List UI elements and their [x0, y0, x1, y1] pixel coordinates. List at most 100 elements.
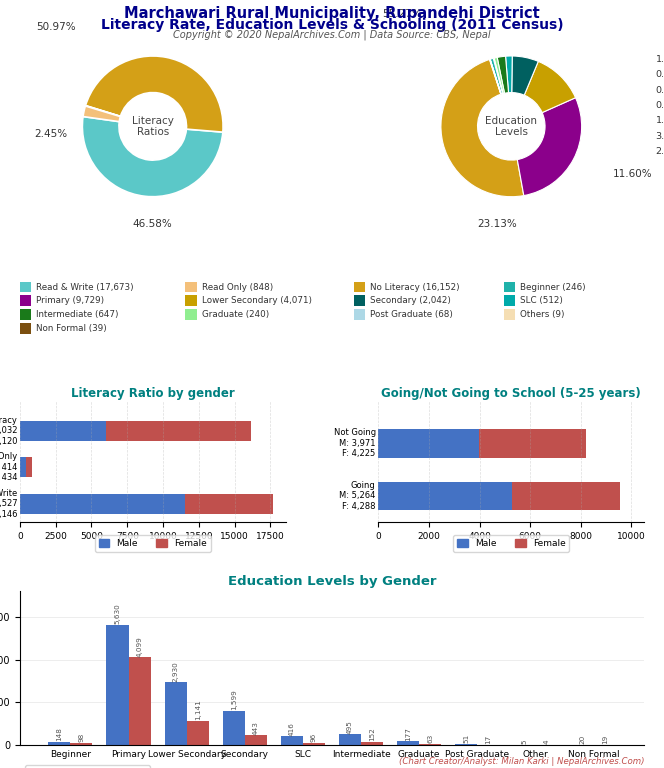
Bar	[281, 736, 303, 745]
Text: 98: 98	[78, 733, 84, 743]
Text: 50.97%: 50.97%	[36, 22, 76, 31]
Bar	[456, 744, 477, 745]
Wedge shape	[86, 56, 223, 132]
Wedge shape	[490, 59, 501, 94]
Bar	[20, 282, 31, 293]
Wedge shape	[493, 58, 503, 94]
Text: 23.13%: 23.13%	[477, 219, 517, 229]
Text: Copyright © 2020 NepalArchives.Com | Data Source: CBS, Nepal: Copyright © 2020 NepalArchives.Com | Dat…	[173, 30, 491, 41]
Wedge shape	[505, 56, 512, 93]
Text: 2,930: 2,930	[173, 661, 179, 682]
Bar	[20, 323, 31, 334]
Text: 4,099: 4,099	[137, 636, 143, 657]
Wedge shape	[517, 98, 582, 196]
Text: 1.36%: 1.36%	[655, 116, 664, 125]
Wedge shape	[82, 117, 223, 197]
Text: 1.40%: 1.40%	[655, 55, 664, 64]
Wedge shape	[490, 58, 503, 94]
Text: 55.27%: 55.27%	[382, 9, 422, 19]
Text: 46.58%: 46.58%	[133, 219, 173, 229]
Text: 495: 495	[347, 720, 353, 734]
Bar	[48, 742, 70, 745]
Wedge shape	[497, 56, 509, 93]
Text: Intermediate (647): Intermediate (647)	[36, 310, 119, 319]
Text: Marchawari Rural Municipality, Rupandehi District: Marchawari Rural Municipality, Rupandehi…	[124, 6, 540, 22]
Wedge shape	[489, 59, 501, 94]
Text: 11.60%: 11.60%	[614, 170, 653, 180]
Bar	[354, 296, 365, 306]
Bar	[185, 310, 197, 320]
Bar	[20, 457, 26, 478]
Bar	[185, 282, 197, 293]
Bar	[378, 482, 511, 511]
Legend: Male, Female: Male, Female	[25, 765, 149, 768]
Bar	[397, 741, 419, 745]
Bar	[511, 482, 620, 511]
Title: Education Levels by Gender: Education Levels by Gender	[228, 575, 436, 588]
Legend: Male, Female: Male, Female	[454, 535, 569, 551]
Title: Literacy Ratio by gender: Literacy Ratio by gender	[71, 387, 234, 400]
Bar	[339, 734, 361, 745]
Text: Primary (9,729): Primary (9,729)	[36, 296, 104, 306]
Bar	[504, 310, 515, 320]
Wedge shape	[494, 58, 505, 94]
Legend: Male, Female: Male, Female	[95, 535, 210, 551]
Bar	[20, 310, 31, 320]
Bar	[106, 624, 129, 745]
Bar	[26, 457, 32, 478]
Text: Education
Levels: Education Levels	[485, 115, 537, 137]
Wedge shape	[83, 106, 120, 121]
Text: 416: 416	[289, 722, 295, 736]
Text: 17: 17	[485, 735, 491, 744]
Text: Graduate (240): Graduate (240)	[202, 310, 269, 319]
Text: 96: 96	[311, 733, 317, 743]
Bar	[185, 296, 197, 306]
Text: 2.91%: 2.91%	[655, 147, 664, 156]
Bar	[70, 743, 92, 745]
Bar	[504, 282, 515, 293]
Text: Read Only (848): Read Only (848)	[202, 283, 273, 292]
Bar	[187, 720, 208, 745]
Text: Literacy Rate, Education Levels & Schooling (2011 Census): Literacy Rate, Education Levels & School…	[101, 18, 563, 31]
Bar	[20, 296, 31, 306]
Text: 443: 443	[253, 721, 259, 735]
Wedge shape	[441, 59, 524, 197]
Text: 20: 20	[580, 735, 586, 744]
Text: 19: 19	[602, 735, 608, 744]
Wedge shape	[525, 61, 576, 113]
Bar	[354, 282, 365, 293]
Bar	[504, 296, 515, 306]
Bar	[106, 421, 251, 441]
Bar	[222, 711, 245, 745]
Text: 51: 51	[463, 734, 469, 743]
Text: Others (9): Others (9)	[520, 310, 564, 319]
Bar	[20, 494, 185, 514]
Text: Read & Write (17,673): Read & Write (17,673)	[36, 283, 133, 292]
Text: 1,141: 1,141	[195, 700, 201, 720]
Text: Literacy
Ratios: Literacy Ratios	[131, 115, 174, 137]
Bar	[129, 657, 151, 745]
Bar	[165, 683, 187, 745]
Text: 4: 4	[544, 740, 550, 744]
Text: (Chart Creator/Analyst: Milan Karki | NepalArchives.Com): (Chart Creator/Analyst: Milan Karki | Ne…	[398, 757, 644, 766]
Bar	[20, 421, 106, 441]
Text: 177: 177	[405, 727, 411, 741]
Text: SLC (512): SLC (512)	[520, 296, 563, 306]
Bar	[361, 742, 383, 745]
Text: Post Graduate (68): Post Graduate (68)	[370, 310, 453, 319]
Text: 0.05%: 0.05%	[655, 85, 664, 94]
Text: 1,599: 1,599	[231, 690, 237, 710]
Wedge shape	[512, 56, 539, 95]
Text: Secondary (2,042): Secondary (2,042)	[370, 296, 451, 306]
Text: 63: 63	[427, 734, 433, 743]
Text: 0.39%: 0.39%	[655, 101, 664, 110]
Bar	[419, 743, 442, 745]
Wedge shape	[86, 105, 120, 117]
Bar	[479, 429, 586, 458]
Bar	[245, 736, 267, 745]
Text: 5: 5	[521, 740, 527, 744]
Bar	[354, 310, 365, 320]
Bar	[185, 494, 273, 514]
Text: 148: 148	[56, 727, 62, 741]
Title: Going/Not Going to School (5-25 years): Going/Not Going to School (5-25 years)	[381, 387, 641, 400]
